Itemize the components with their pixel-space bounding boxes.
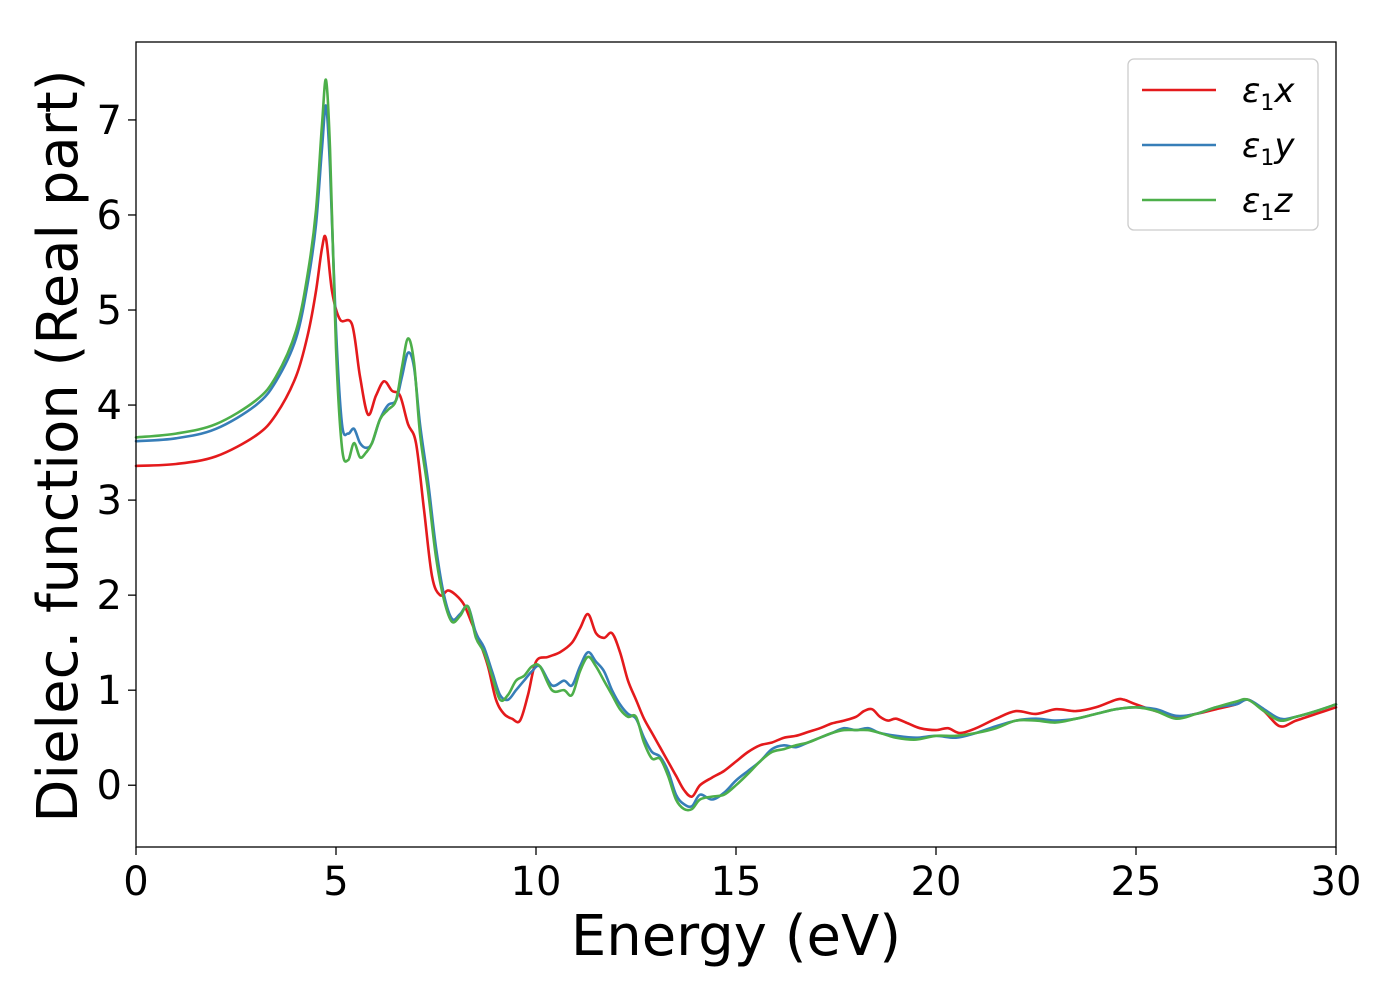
x-tick-label: 15 — [711, 859, 762, 905]
series-line-z — [134, 78, 1338, 812]
x-tick-label: 5 — [323, 859, 348, 905]
y-tick-label: 2 — [97, 573, 122, 619]
y-tick-label: 3 — [97, 478, 122, 524]
x-axis-ticks: 0 5 10 15 20 25 30 — [123, 847, 1361, 905]
y-tick-label: 4 — [97, 383, 122, 429]
series-line-x — [134, 234, 1338, 798]
y-tick-label: 7 — [97, 98, 122, 144]
x-tick-label: 0 — [123, 859, 148, 905]
y-tick-label: 1 — [97, 668, 122, 714]
plot-frame — [135, 41, 1337, 848]
legend-box — [1127, 58, 1319, 231]
legend-label-x: ε1x — [1242, 71, 1295, 116]
y-tick-label: 6 — [97, 193, 122, 239]
x-tick-label: 30 — [1311, 859, 1362, 905]
series-line-y — [134, 104, 1338, 809]
x-tick-label: 20 — [911, 859, 962, 905]
series-lines — [134, 78, 1338, 812]
x-axis-label: Energy (eV) — [571, 904, 901, 969]
x-tick-label: 25 — [1111, 859, 1162, 905]
y-tick-label: 0 — [97, 763, 122, 809]
y-axis-label: Dielec. function (Real part) — [26, 69, 91, 822]
x-tick-label: 10 — [511, 859, 562, 905]
y-tick-label: 5 — [97, 288, 122, 334]
legend-entries: ε1x ε1y ε1z — [1142, 71, 1295, 226]
y-axis-ticks: 0 1 2 3 4 5 6 7 — [97, 98, 136, 809]
legend-label-z: ε1z — [1242, 181, 1293, 226]
legend: ε1x ε1y ε1z — [1127, 58, 1319, 231]
legend-label-y: ε1y — [1242, 126, 1295, 171]
